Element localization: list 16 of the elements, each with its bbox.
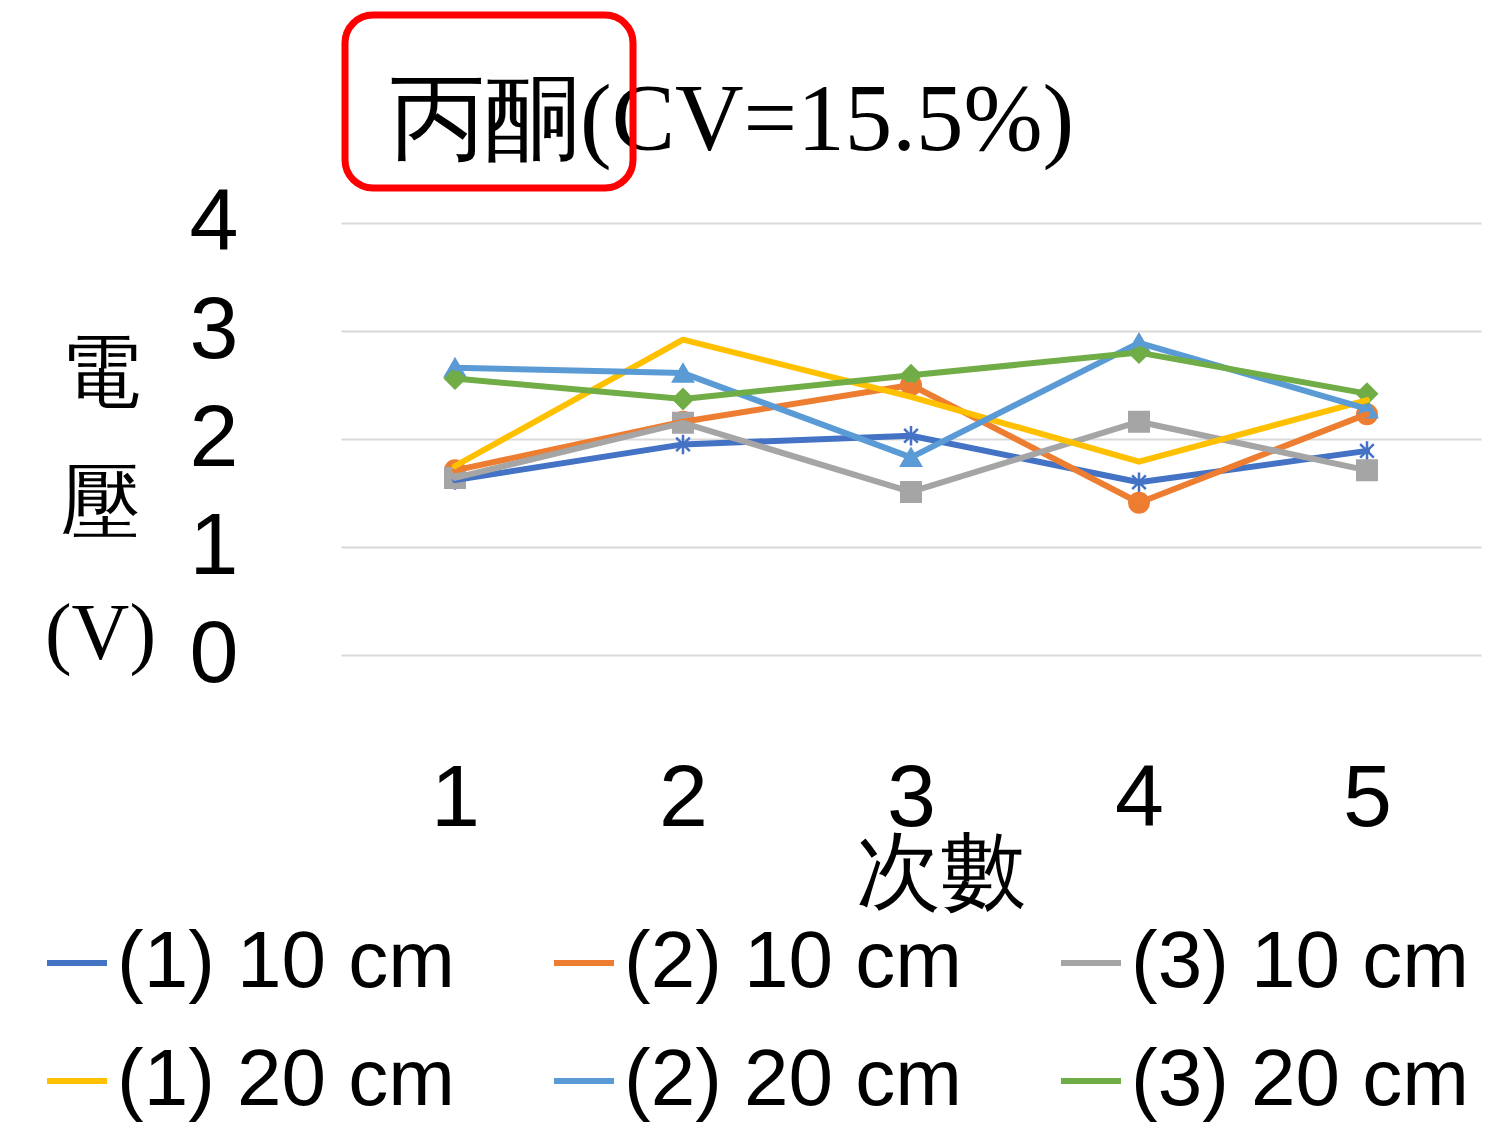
x-tick-label: 1 bbox=[431, 745, 480, 845]
y-tick-label: 2 bbox=[189, 385, 239, 485]
legend-label: (2) 10 cm bbox=[624, 915, 962, 1004]
legend-label: (2) 20 cm bbox=[624, 1033, 962, 1122]
x-tick-label: 5 bbox=[1343, 745, 1392, 845]
legend-label: (3) 20 cm bbox=[1131, 1033, 1469, 1122]
x-tick-label: 2 bbox=[659, 745, 708, 845]
y-tick-label: 1 bbox=[189, 493, 239, 593]
y-axis-title: 電壓(V) bbox=[44, 327, 157, 677]
x-tick-label: 4 bbox=[1115, 745, 1164, 845]
y-tick-label: 4 bbox=[189, 169, 239, 269]
legend-label: (3) 10 cm bbox=[1131, 915, 1469, 1004]
legend-label: (1) 10 cm bbox=[117, 915, 455, 1004]
legend-label: (1) 20 cm bbox=[117, 1033, 455, 1122]
y-tick-label: 0 bbox=[189, 601, 239, 701]
y-tick-label: 3 bbox=[189, 277, 239, 377]
